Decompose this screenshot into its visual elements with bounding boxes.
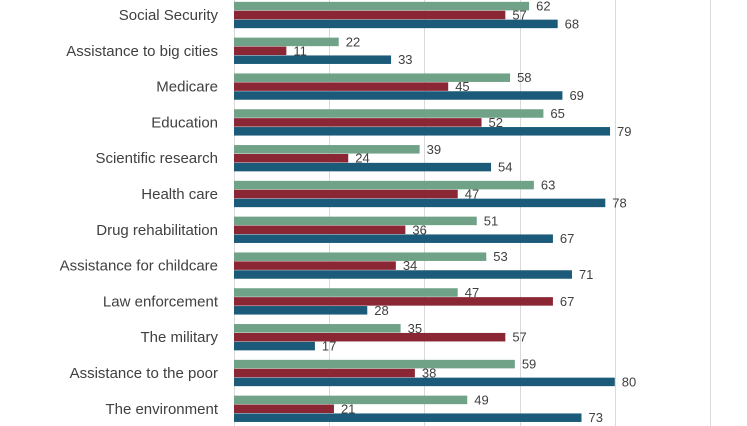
bar <box>234 109 544 118</box>
bar <box>234 261 396 270</box>
data-label: 51 <box>484 213 498 228</box>
category-label: Assistance for childcare <box>60 258 218 275</box>
data-label: 63 <box>541 178 555 193</box>
bar <box>234 153 349 163</box>
data-label: 71 <box>579 267 593 282</box>
bar <box>234 55 392 64</box>
bar <box>234 225 406 235</box>
bar <box>234 145 420 154</box>
data-label: 67 <box>560 231 574 246</box>
bar <box>234 19 558 29</box>
data-label: 24 <box>355 151 369 166</box>
data-label: 57 <box>512 8 526 23</box>
data-label: 53 <box>493 249 507 264</box>
bar <box>234 46 287 56</box>
bar <box>234 395 468 405</box>
data-label: 39 <box>427 142 441 157</box>
bar <box>234 189 458 199</box>
category-label: Assistance to big cities <box>66 43 218 60</box>
data-label: 36 <box>412 222 426 237</box>
data-label: 49 <box>474 392 488 407</box>
data-label: 54 <box>498 160 512 175</box>
data-label: 28 <box>374 303 388 318</box>
data-label: 58 <box>517 70 531 85</box>
bar <box>234 324 401 333</box>
bar <box>234 198 606 208</box>
data-label: 69 <box>569 88 583 103</box>
data-label: 68 <box>565 16 579 31</box>
data-label: 38 <box>422 366 436 381</box>
bar <box>234 332 506 342</box>
data-label: 34 <box>403 258 417 273</box>
data-label: 45 <box>455 79 469 94</box>
bar <box>234 413 582 422</box>
data-label: 21 <box>341 401 355 416</box>
data-label: 62 <box>536 0 550 14</box>
category-label: Education <box>151 114 218 131</box>
data-label: 65 <box>550 106 564 121</box>
bar <box>234 180 534 190</box>
bar <box>234 341 315 351</box>
data-label: 80 <box>622 374 636 389</box>
data-label: 35 <box>408 321 422 336</box>
bar <box>234 359 515 369</box>
data-label: 59 <box>522 357 536 372</box>
data-label: 11 <box>293 43 307 58</box>
bar <box>234 288 458 297</box>
bar <box>234 91 563 100</box>
bar <box>234 252 487 261</box>
category-label: Drug rehabilitation <box>96 222 218 239</box>
data-label: 47 <box>465 187 479 202</box>
bar <box>234 127 611 136</box>
bar <box>234 297 553 306</box>
bar <box>234 1 530 11</box>
bar <box>234 306 368 315</box>
category-label: Social Security <box>119 7 219 24</box>
bar <box>234 73 511 82</box>
category-label: The environment <box>105 401 218 418</box>
bar <box>234 404 334 414</box>
data-label: 33 <box>398 52 412 67</box>
bar <box>234 234 553 243</box>
data-label: 78 <box>612 195 626 210</box>
category-label: Health care <box>141 186 218 203</box>
bar <box>234 82 449 91</box>
bar <box>234 368 415 378</box>
data-label: 22 <box>346 34 360 49</box>
bar <box>234 216 477 226</box>
bar <box>234 10 506 20</box>
data-label: 79 <box>617 124 631 139</box>
data-label: 52 <box>489 115 503 130</box>
bar <box>234 377 615 387</box>
data-label: 67 <box>560 294 574 309</box>
category-label: Scientific research <box>95 150 218 167</box>
data-label: 73 <box>588 410 602 425</box>
data-label: 47 <box>465 285 479 300</box>
bar <box>234 118 482 127</box>
data-label: 17 <box>322 339 336 354</box>
bar <box>234 162 492 172</box>
category-label: Law enforcement <box>103 293 219 310</box>
data-label: 57 <box>512 330 526 345</box>
category-label: Medicare <box>156 79 218 96</box>
bar <box>234 270 572 279</box>
category-label: Assistance to the poor <box>70 365 218 382</box>
bar <box>234 37 339 47</box>
category-label: The military <box>140 329 218 346</box>
